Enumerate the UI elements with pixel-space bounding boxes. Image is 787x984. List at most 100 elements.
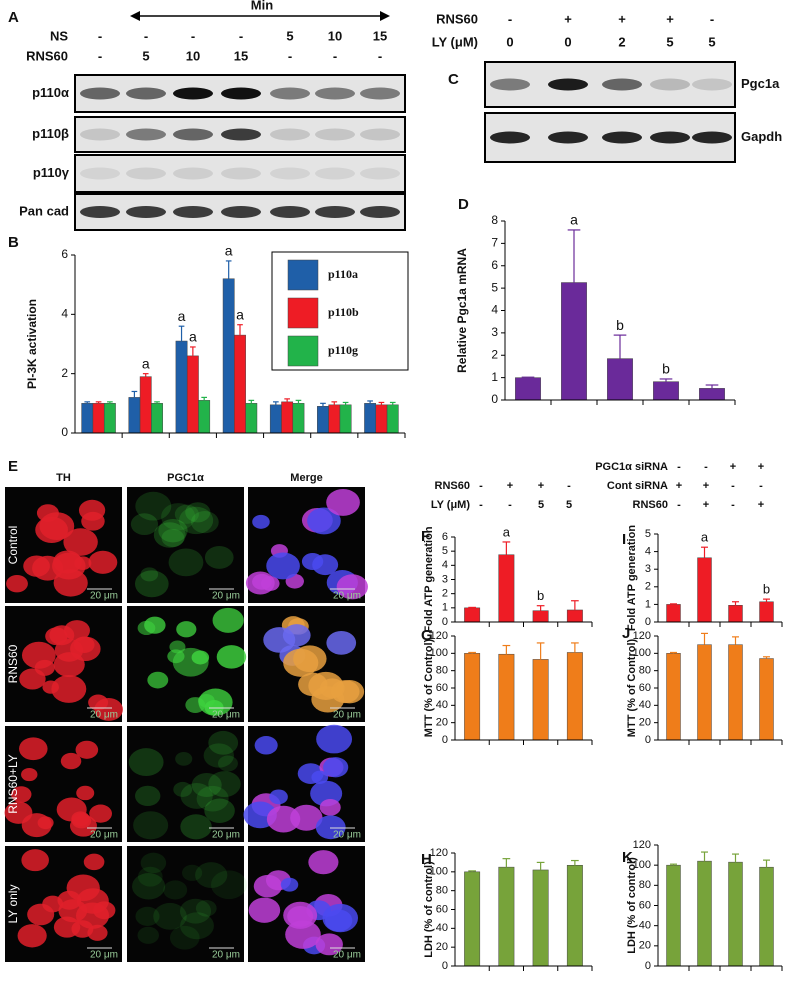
y-tick-label: 2 (645, 581, 651, 593)
band-label: Gapdh (741, 129, 782, 144)
treatment-cell: 5 (708, 34, 715, 49)
cell (195, 862, 227, 888)
blot-band (692, 132, 732, 144)
bar (760, 602, 774, 622)
y-tick-label: 6 (442, 531, 448, 543)
band-label: Pan cad (19, 203, 69, 218)
significance-label: a (701, 530, 709, 545)
panel-letter: E (8, 458, 18, 475)
treatment-cell: + (758, 461, 764, 473)
error-bar (503, 542, 511, 555)
bar (533, 659, 548, 740)
bar (567, 865, 582, 966)
bar (667, 865, 681, 966)
cell (54, 652, 85, 677)
treatment-cell: - (144, 28, 148, 43)
blot-band (173, 206, 213, 218)
blot-band (490, 132, 530, 144)
cell (79, 500, 105, 521)
y-tick-label: 20 (436, 717, 448, 729)
y-tick-label: 80 (436, 885, 448, 897)
y-tick-label: 40 (639, 920, 651, 932)
y-tick-label: 2 (442, 588, 448, 600)
blot-band (490, 79, 530, 91)
bar (246, 403, 257, 433)
error-bar (571, 643, 579, 653)
cell (21, 849, 49, 871)
cell (27, 904, 54, 926)
blot-band (360, 129, 400, 141)
treatment-cell: - (567, 480, 571, 492)
cell (252, 515, 270, 529)
scale-label: 20 μm (90, 591, 118, 602)
bar (499, 555, 514, 622)
treatment-cell: - (508, 499, 512, 511)
band-label: p110β (32, 126, 69, 141)
y-tick-label: 7 (491, 236, 498, 250)
y-tick-label: 2 (61, 366, 68, 380)
cell (316, 725, 352, 754)
treatment-label: RNS60 (436, 11, 478, 26)
blot-band (80, 88, 120, 100)
bar (387, 405, 398, 433)
treatment-cell: 5 (666, 34, 673, 49)
band-label: Pgc1a (741, 76, 780, 91)
bar (376, 405, 387, 433)
treatment-cell: - (98, 28, 102, 43)
bar (464, 872, 479, 966)
significance-label: a (142, 355, 150, 371)
cell (308, 850, 338, 874)
cell (135, 907, 159, 926)
legend-swatch (288, 260, 318, 290)
y-tick-label: 2 (491, 347, 498, 361)
cell (52, 553, 86, 580)
y-tick-label: 1 (442, 602, 448, 614)
y-tick-label: 5 (645, 528, 651, 540)
error-bar (273, 402, 279, 405)
blot-band (126, 168, 166, 180)
cell (254, 875, 282, 898)
error-bar (237, 325, 243, 335)
error-bar (701, 852, 708, 861)
treatment-cell: - (239, 28, 243, 43)
error-bar (503, 859, 511, 867)
cell (39, 512, 74, 540)
cell (135, 492, 171, 521)
significance-label: b (763, 582, 770, 597)
legend-swatch (288, 336, 318, 366)
y-tick-label: 20 (639, 940, 651, 952)
treatment-cell: 2 (618, 34, 625, 49)
error-bar (296, 400, 302, 403)
cell (326, 631, 356, 655)
cell (175, 752, 192, 766)
bar (223, 279, 234, 433)
error-bar (537, 606, 545, 611)
scale-label: 20 μm (212, 950, 240, 961)
bar (698, 645, 712, 740)
cell (269, 789, 288, 804)
blot-band (126, 88, 166, 100)
treatment-cell: 5 (566, 499, 572, 511)
bar (464, 653, 479, 740)
treatment-cell: + (703, 480, 709, 492)
y-tick-label: 6 (491, 258, 498, 272)
treatment-cell: 10 (186, 48, 200, 63)
cell (71, 920, 93, 938)
cell (176, 621, 196, 637)
cell (255, 736, 278, 754)
cell (21, 768, 37, 781)
error-bar (614, 335, 627, 358)
treatment-label: RNS60 (26, 48, 68, 63)
treatment-cell: 15 (373, 28, 387, 43)
treatment-cell: 5 (538, 499, 544, 511)
time-label: Min (251, 0, 273, 12)
treatment-cell: 0 (564, 34, 571, 49)
arrow-head (130, 11, 140, 21)
blot-band (80, 206, 120, 218)
bar (176, 341, 187, 433)
scale-label: 20 μm (333, 950, 361, 961)
cell (285, 920, 321, 948)
y-tick-label: 20 (436, 941, 448, 953)
y-axis-label: MTT (% of Control) (423, 638, 435, 737)
cell (138, 927, 159, 944)
